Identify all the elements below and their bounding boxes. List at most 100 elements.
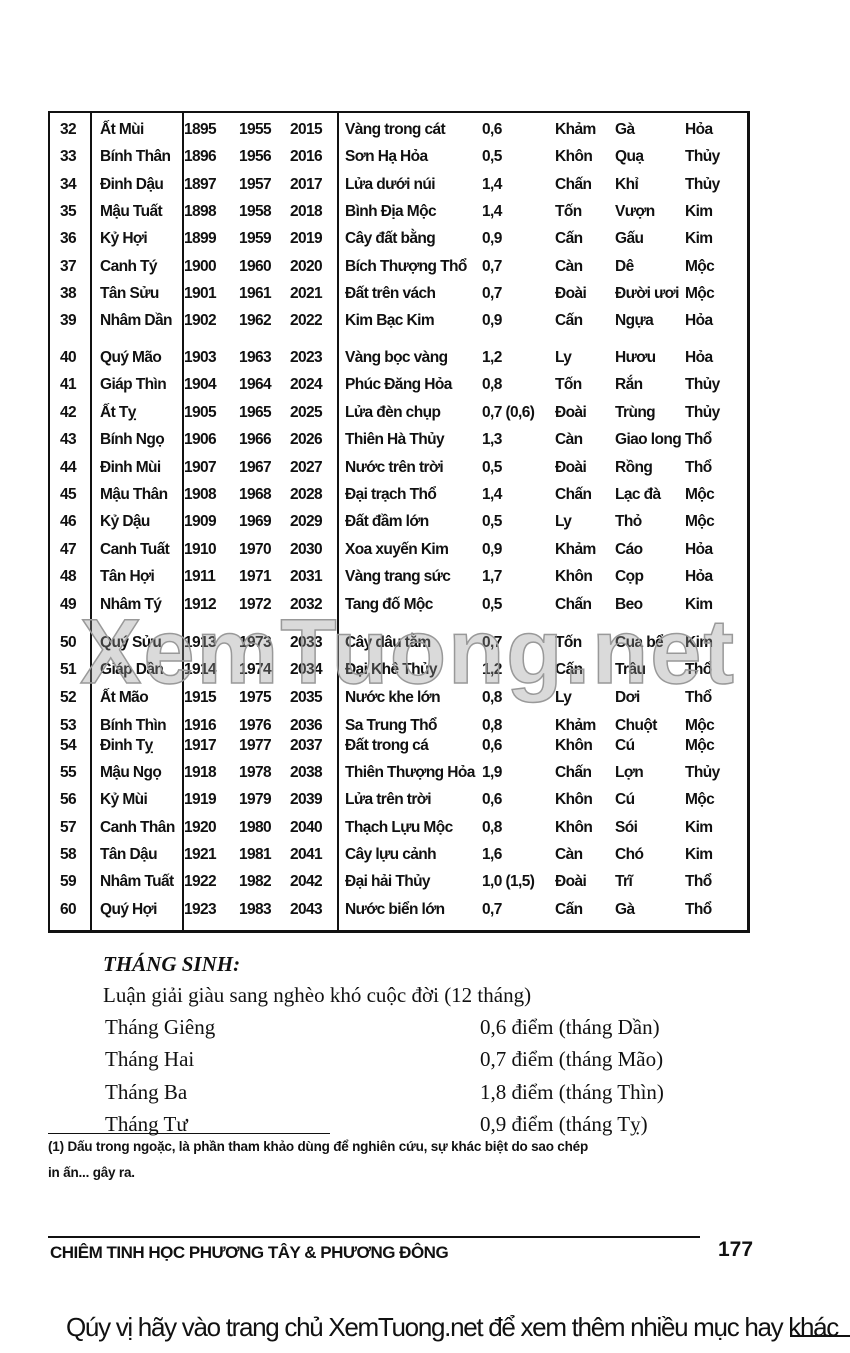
table-row: 33 Bính Thân 1896 1956 2016 Sơn Hạ Hỏa 0,5 Khôn… xyxy=(50,148,750,170)
cell-animal: Chuột xyxy=(615,717,657,734)
page-number: 177 xyxy=(718,1238,754,1261)
cell-y1: 1903 xyxy=(184,349,217,366)
cell-elem: Hỏa xyxy=(685,121,713,138)
cell-y3: 2027 xyxy=(290,458,323,476)
cell-y3: 2032 xyxy=(290,595,323,613)
cell-score: 0,7 (0,6) xyxy=(482,403,535,421)
cell-y1: 1921 xyxy=(184,845,217,863)
zodiac-year-table: 32 Ất Mùi 1895 1955 2015 Vàng trong cát 0,6 Khả… xyxy=(48,111,750,933)
cell-animal: Gấu xyxy=(615,230,644,248)
cell-y1: 1905 xyxy=(184,403,217,421)
table-row: 38 Tân Sửu 1901 1961 2021 Đất trên vách 0,7 Đoà… xyxy=(50,285,750,307)
cell-mean: Lửa trên trời xyxy=(345,791,432,809)
month-score: 1,8 điểm (tháng Thìn) xyxy=(480,1079,664,1104)
cell-y2: 1964 xyxy=(239,376,272,394)
cell-y3: 2028 xyxy=(290,486,323,503)
cell-y1: 1899 xyxy=(184,230,217,248)
cell-name: Quý Sửu xyxy=(100,634,162,651)
cell-animal: Trâu xyxy=(615,661,646,678)
cell-animal: Lợn xyxy=(615,764,644,781)
cell-mean: Thiên Hà Thủy xyxy=(345,431,445,449)
cell-y3: 2040 xyxy=(290,818,323,836)
cell-y1: 1915 xyxy=(184,689,217,706)
cell-quai: Càn xyxy=(555,257,583,275)
cell-animal: Cua bể xyxy=(615,634,664,651)
cell-y3: 2019 xyxy=(290,230,323,248)
cell-quai: Khôn xyxy=(555,818,593,836)
cell-name: Đinh Dậu xyxy=(100,175,164,193)
cell-animal: Cáo xyxy=(615,540,643,558)
cell-mean: Đất trong cá xyxy=(345,737,429,754)
cell-y3: 2039 xyxy=(290,791,323,809)
cell-y1: 1898 xyxy=(184,202,217,220)
table-row: 58 Tân Dậu 1921 1981 2041 Cây lựu cảnh 1,6 Càn C… xyxy=(50,846,750,868)
cell-mean: Phúc Đăng Hỏa xyxy=(345,376,452,394)
cell-no: 45 xyxy=(60,486,77,503)
cell-y1: 1914 xyxy=(184,661,217,678)
cell-quai: Đoài xyxy=(555,458,587,476)
table-row: 55 Mậu Ngọ 1918 1978 2038 Thiên Thượng Hỏa 1,9… xyxy=(50,764,750,786)
cell-mean: Vàng trong cát xyxy=(345,121,446,138)
table-row: 46 Kỷ Dậu 1909 1969 2029 Đất đầm lớn 0,5 Ly Thỏ M… xyxy=(50,513,750,535)
cell-y2: 1958 xyxy=(239,202,272,220)
cell-animal: Rồng xyxy=(615,458,653,476)
cell-name: Nhâm Tý xyxy=(100,595,162,613)
cell-y2: 1962 xyxy=(239,312,272,330)
cell-y3: 2035 xyxy=(290,689,323,706)
cell-quai: Tốn xyxy=(555,376,582,394)
cell-quai: Chấn xyxy=(555,175,592,193)
site-banner[interactable]: Qúy vị hãy vào trang chủ XemTuong.net để… xyxy=(66,1312,839,1342)
cell-animal: Thỏ xyxy=(615,513,642,531)
table-row: 34 Đinh Dậu 1897 1957 2017 Lửa dưới núi 1,4 Chấ… xyxy=(50,176,750,198)
cell-mean: Bình Địa Mộc xyxy=(345,202,437,220)
cell-y1: 1910 xyxy=(184,540,217,558)
cell-elem: Mộc xyxy=(685,486,715,503)
table-row: 48 Tân Hợi 1911 1971 2031 Vàng trang sức 1,7 Kh… xyxy=(50,568,750,590)
cell-y2: 1968 xyxy=(239,486,272,503)
cell-no: 42 xyxy=(60,403,77,421)
table-row: 54 Đinh Tỵ 1917 1977 2037 Đất trong cá 0,6 Khôn… xyxy=(50,737,750,759)
cell-score: 0,5 xyxy=(482,148,502,166)
cell-name: Quý Hợi xyxy=(100,900,157,918)
cell-quai: Khôn xyxy=(555,568,593,586)
cell-no: 32 xyxy=(60,121,77,138)
cell-y1: 1900 xyxy=(184,257,217,275)
section-intro: Luận giải giàu sang nghèo khó cuộc đời (… xyxy=(103,983,532,1007)
cell-no: 44 xyxy=(60,458,77,476)
table-row: 41 Giáp Thìn 1904 1964 2024 Phúc Đăng Hỏa 0,8 T… xyxy=(50,376,750,398)
cell-name: Quý Mão xyxy=(100,349,162,366)
cell-animal: Rắn xyxy=(615,376,643,394)
cell-elem: Mộc xyxy=(685,737,715,754)
cell-animal: Trĩ xyxy=(615,873,633,891)
cell-animal: Khỉ xyxy=(615,175,639,193)
cell-y2: 1973 xyxy=(239,634,272,651)
cell-quai: Càn xyxy=(555,431,583,449)
cell-elem: Kim xyxy=(685,595,713,613)
cell-y3: 2021 xyxy=(290,284,323,302)
cell-name: Nhâm Dần xyxy=(100,312,172,330)
cell-name: Canh Thân xyxy=(100,818,175,836)
cell-no: 40 xyxy=(60,349,77,366)
cell-name: Kỷ Dậu xyxy=(100,513,150,531)
table-row: 59 Nhâm Tuất 1922 1982 2042 Đại hải Thủy 1,0 (… xyxy=(50,873,750,895)
cell-mean: Nước biển lớn xyxy=(345,900,445,918)
cell-no: 41 xyxy=(60,376,77,394)
cell-name: Ất Mão xyxy=(100,689,149,706)
cell-y2: 1965 xyxy=(239,403,272,421)
cell-y2: 1956 xyxy=(239,148,272,166)
cell-quai: Chấn xyxy=(555,764,592,781)
cell-elem: Kim xyxy=(685,845,713,863)
cell-y3: 2043 xyxy=(290,900,323,918)
cell-name: Ất Mùi xyxy=(100,121,144,138)
cell-elem: Hỏa xyxy=(685,312,713,330)
cell-mean: Vàng trang sức xyxy=(345,568,451,586)
cell-animal: Dơi xyxy=(615,689,640,706)
cell-animal: Ngựa xyxy=(615,312,654,330)
table-row: 57 Canh Thân 1920 1980 2040 Thạch Lựu Mộc 0,8 K… xyxy=(50,819,750,841)
cell-mean: Lửa dưới núi xyxy=(345,175,436,193)
cell-y2: 1957 xyxy=(239,175,272,193)
cell-y3: 2017 xyxy=(290,175,323,193)
cell-elem: Hỏa xyxy=(685,349,713,366)
cell-name: Canh Tuất xyxy=(100,540,170,558)
cell-score: 0,7 xyxy=(482,284,502,302)
